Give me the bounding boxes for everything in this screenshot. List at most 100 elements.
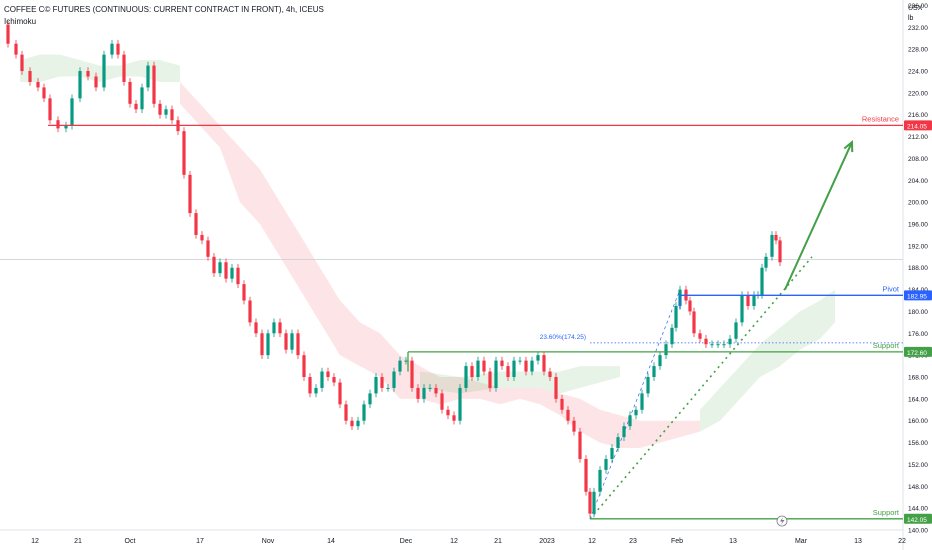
candle-body[interactable] bbox=[374, 377, 378, 394]
candle-body[interactable] bbox=[652, 366, 656, 378]
candle-body[interactable] bbox=[722, 344, 726, 346]
candle-body[interactable] bbox=[598, 469, 602, 492]
candle-body[interactable] bbox=[42, 87, 46, 99]
candle-body[interactable] bbox=[362, 404, 366, 421]
candle-body[interactable] bbox=[566, 409, 570, 421]
candle-body[interactable] bbox=[302, 355, 306, 378]
candle-body[interactable] bbox=[218, 262, 222, 274]
candle-body[interactable] bbox=[716, 344, 720, 346]
candle-body[interactable] bbox=[482, 360, 486, 372]
candle-body[interactable] bbox=[110, 43, 114, 55]
candle-body[interactable] bbox=[128, 81, 132, 104]
candle-body[interactable] bbox=[386, 387, 390, 389]
candle-body[interactable] bbox=[512, 360, 516, 378]
candle-body[interactable] bbox=[368, 393, 372, 405]
candle-body[interactable] bbox=[764, 256, 768, 268]
candle-body[interactable] bbox=[536, 355, 540, 361]
candle-body[interactable] bbox=[20, 54, 24, 72]
candle-body[interactable] bbox=[70, 98, 74, 126]
candle-body[interactable] bbox=[746, 295, 750, 306]
candle-body[interactable] bbox=[278, 322, 282, 334]
candle-body[interactable] bbox=[524, 360, 528, 372]
candle-body[interactable] bbox=[640, 393, 644, 410]
indicator-label[interactable]: Ichimoku bbox=[4, 17, 37, 26]
candle-body[interactable] bbox=[272, 322, 276, 334]
candle-body[interactable] bbox=[470, 366, 474, 378]
candle-body[interactable] bbox=[774, 234, 778, 241]
candle-body[interactable] bbox=[518, 360, 522, 362]
candle-body[interactable] bbox=[296, 333, 300, 356]
candle-body[interactable] bbox=[48, 98, 52, 121]
candle-body[interactable] bbox=[290, 333, 294, 350]
candle-body[interactable] bbox=[634, 409, 638, 416]
candle-body[interactable] bbox=[194, 213, 198, 235]
candle-body[interactable] bbox=[778, 240, 782, 263]
candle-body[interactable] bbox=[560, 398, 564, 410]
candle-body[interactable] bbox=[458, 387, 462, 421]
candle-body[interactable] bbox=[170, 109, 174, 121]
candle-body[interactable] bbox=[36, 81, 40, 88]
candle-body[interactable] bbox=[704, 338, 708, 345]
candle-body[interactable] bbox=[182, 131, 186, 175]
candle-body[interactable] bbox=[494, 360, 498, 388]
candle-body[interactable] bbox=[212, 256, 216, 274]
candle-body[interactable] bbox=[464, 366, 468, 388]
candle-body[interactable] bbox=[314, 387, 318, 394]
candle-body[interactable] bbox=[604, 458, 608, 470]
candle-body[interactable] bbox=[584, 458, 588, 492]
candle-body[interactable] bbox=[152, 65, 156, 104]
candle-body[interactable] bbox=[592, 491, 596, 514]
candle-body[interactable] bbox=[344, 404, 348, 421]
candle-body[interactable] bbox=[410, 360, 414, 388]
candle-body[interactable] bbox=[56, 120, 60, 129]
candle-body[interactable] bbox=[200, 234, 204, 241]
candle-body[interactable] bbox=[248, 300, 252, 323]
candle-body[interactable] bbox=[398, 360, 402, 372]
candle-body[interactable] bbox=[446, 409, 450, 416]
candle-body[interactable] bbox=[500, 360, 504, 367]
candle-body[interactable] bbox=[140, 87, 144, 110]
candle-body[interactable] bbox=[752, 295, 756, 306]
candle-body[interactable] bbox=[542, 355, 546, 372]
candle-body[interactable] bbox=[616, 437, 620, 449]
candle-body[interactable] bbox=[622, 426, 626, 438]
candle-body[interactable] bbox=[488, 371, 492, 388]
candle-body[interactable] bbox=[326, 371, 330, 378]
candle-body[interactable] bbox=[416, 387, 420, 399]
candle-body[interactable] bbox=[404, 360, 408, 362]
candle-body[interactable] bbox=[588, 491, 592, 514]
candle-body[interactable] bbox=[64, 125, 68, 129]
candle-body[interactable] bbox=[692, 311, 696, 334]
candle-body[interactable] bbox=[94, 76, 98, 88]
candle-body[interactable] bbox=[610, 448, 614, 459]
candle-body[interactable] bbox=[674, 305, 678, 328]
candle-body[interactable] bbox=[380, 377, 384, 388]
candle-body[interactable] bbox=[134, 103, 138, 110]
candle-body[interactable] bbox=[452, 415, 456, 421]
candle-body[interactable] bbox=[320, 371, 324, 388]
candle-body[interactable] bbox=[266, 333, 270, 356]
candle-body[interactable] bbox=[440, 393, 444, 410]
candle-body[interactable] bbox=[122, 54, 126, 82]
candle-body[interactable] bbox=[434, 387, 438, 394]
candle-body[interactable] bbox=[188, 174, 192, 214]
candle-body[interactable] bbox=[392, 371, 396, 388]
candle-body[interactable] bbox=[284, 333, 288, 350]
candle-body[interactable] bbox=[658, 355, 662, 367]
candle-body[interactable] bbox=[158, 103, 162, 115]
candle-body[interactable] bbox=[350, 420, 354, 427]
candle-body[interactable] bbox=[548, 371, 552, 378]
candle-body[interactable] bbox=[356, 420, 360, 427]
rising-trendline-dotted[interactable] bbox=[589, 256, 813, 520]
candle-body[interactable] bbox=[332, 377, 336, 383]
target-arrow-shaft[interactable] bbox=[784, 141, 853, 291]
fib-trend-dashed[interactable] bbox=[589, 289, 681, 520]
candle-body[interactable] bbox=[28, 71, 32, 82]
candle-body[interactable] bbox=[422, 387, 426, 399]
candle-body[interactable] bbox=[146, 65, 150, 88]
candle-body[interactable] bbox=[646, 377, 650, 394]
candle-body[interactable] bbox=[530, 360, 534, 372]
candle-body[interactable] bbox=[236, 267, 240, 285]
candle-body[interactable] bbox=[428, 387, 432, 389]
